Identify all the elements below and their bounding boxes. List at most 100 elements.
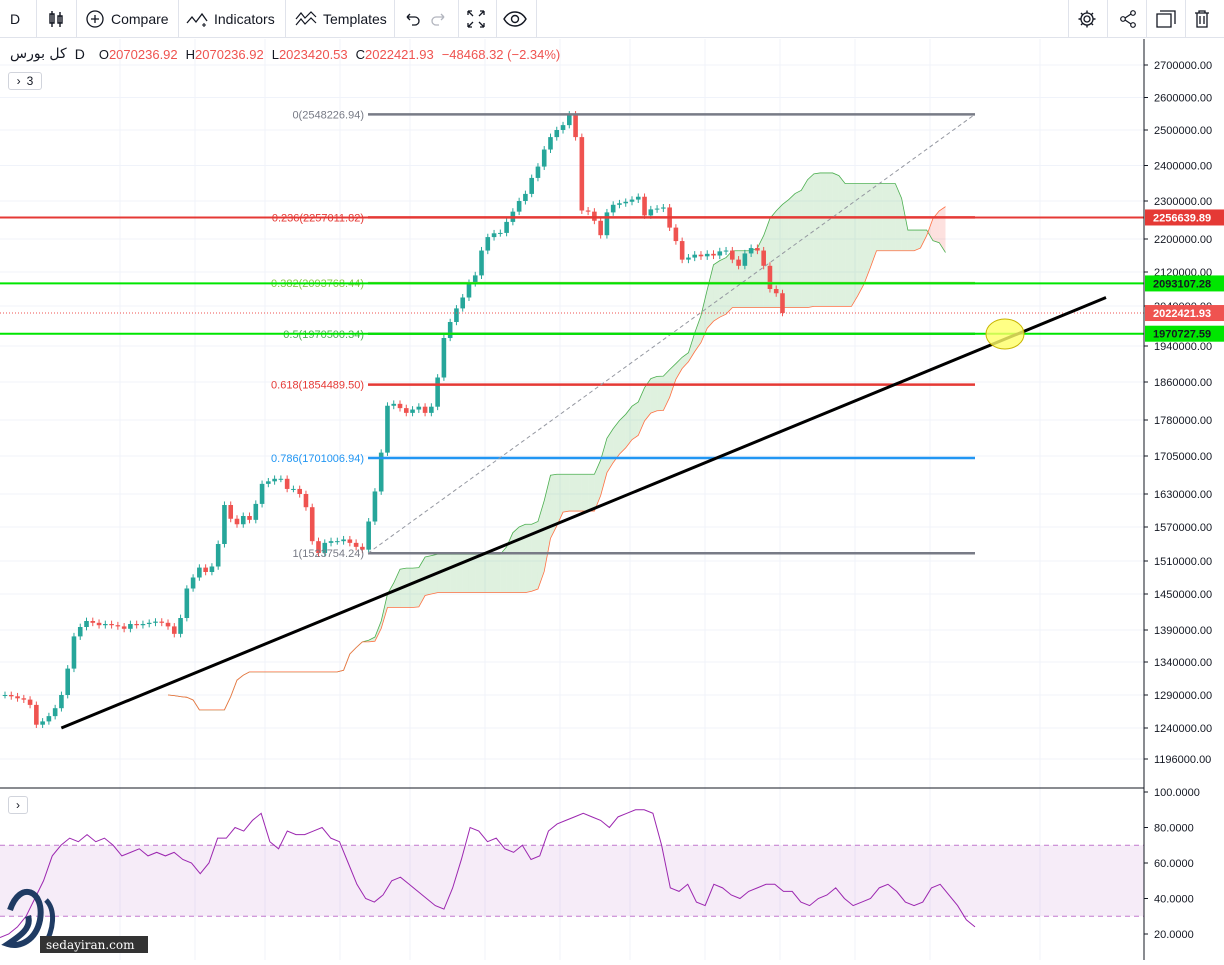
cloud-segment bbox=[550, 474, 557, 539]
candle-body bbox=[698, 254, 704, 257]
candle-body bbox=[516, 201, 522, 212]
cloud-segment bbox=[826, 172, 833, 307]
chevron-right-icon: › bbox=[16, 798, 20, 812]
compare-button[interactable]: Compare bbox=[85, 0, 169, 37]
rsi-pane bbox=[0, 787, 1224, 939]
candle-body bbox=[617, 203, 622, 205]
price-tick-label: 1290000.00 bbox=[1154, 690, 1212, 702]
cloud-segment bbox=[914, 230, 921, 251]
candle-body bbox=[391, 403, 397, 406]
svg-text:sedayiran.com: sedayiran.com bbox=[46, 938, 135, 952]
candle-body bbox=[642, 196, 647, 216]
candle-body bbox=[335, 541, 340, 543]
cloud-segment bbox=[594, 460, 601, 512]
cloud-segment bbox=[632, 401, 639, 440]
candle-body bbox=[567, 114, 572, 126]
interval-button[interactable]: D bbox=[10, 0, 30, 37]
open-value: 2070236.92 bbox=[108, 46, 178, 62]
candle-body bbox=[479, 250, 484, 276]
cloud-segment bbox=[481, 554, 488, 593]
cloud-segment bbox=[845, 183, 852, 307]
candle-body bbox=[742, 253, 748, 266]
candle-body bbox=[240, 516, 246, 525]
rsi-legend-toggle[interactable]: › bbox=[8, 796, 28, 814]
candle-body bbox=[403, 408, 409, 413]
cloud-segment bbox=[619, 414, 626, 455]
top-toolbar: D Compare Indicators Templates bbox=[0, 0, 1224, 38]
cloud-segment bbox=[920, 230, 927, 249]
candle-body bbox=[435, 377, 440, 407]
candle-body bbox=[661, 207, 666, 209]
cloud-segment bbox=[406, 568, 413, 608]
candle-body bbox=[429, 406, 434, 413]
candle-body bbox=[278, 478, 284, 480]
cloud-segment bbox=[462, 554, 469, 593]
cloud-segment bbox=[807, 173, 814, 308]
candle-body bbox=[171, 626, 177, 634]
undo-button[interactable] bbox=[403, 0, 425, 37]
hline-price-label: 1970727.59 bbox=[1153, 329, 1211, 341]
settings-button[interactable] bbox=[1077, 0, 1099, 37]
indicators-button[interactable]: Indicators bbox=[186, 0, 275, 37]
indicators-icon bbox=[186, 9, 208, 29]
candle-body bbox=[96, 622, 102, 626]
axis-price-labels: 2256639.89 2093107.28 2022421.93 1970727.59 bbox=[1145, 209, 1224, 342]
cloud-segment bbox=[788, 193, 796, 308]
candle-body bbox=[40, 721, 45, 725]
candle-body bbox=[228, 505, 234, 519]
redo-button[interactable] bbox=[430, 0, 452, 37]
price-tick-label: 1510000.00 bbox=[1154, 556, 1212, 568]
candle-body bbox=[146, 622, 152, 624]
candle-body bbox=[328, 541, 334, 543]
cloud-segment bbox=[581, 474, 589, 512]
logo-watermark: sedayiran.com bbox=[0, 870, 150, 960]
fib-level-label: 0.618(1854489.50) bbox=[271, 380, 364, 392]
cloud-segment bbox=[939, 206, 946, 253]
trendline[interactable] bbox=[60, 296, 1107, 730]
candle-body bbox=[560, 125, 566, 130]
cloud-segment bbox=[851, 183, 858, 307]
low-label: L bbox=[271, 46, 279, 62]
chart-area[interactable]: 0(2548226.94)0.236(2257011.82)0.382(2093… bbox=[0, 39, 1224, 960]
indicators-toggle-button[interactable]: › 3 bbox=[8, 72, 42, 90]
eye-button[interactable] bbox=[503, 0, 527, 37]
cloud-segment bbox=[575, 474, 582, 512]
candle-body bbox=[773, 289, 779, 294]
cloud-segment bbox=[537, 500, 545, 590]
delete-button[interactable] bbox=[1193, 0, 1215, 37]
candle-body bbox=[77, 627, 83, 637]
candle-body bbox=[309, 507, 315, 542]
cloud-segment bbox=[700, 289, 708, 343]
fib-level-label: 0(2548226.94) bbox=[292, 109, 364, 121]
share-button[interactable] bbox=[1118, 0, 1140, 37]
last-price-label-bg bbox=[1145, 305, 1224, 322]
candle-body bbox=[523, 193, 528, 201]
target-circle bbox=[985, 318, 1025, 350]
candle-body bbox=[554, 130, 560, 138]
cloud-segment bbox=[450, 554, 457, 593]
candle-body bbox=[197, 567, 202, 578]
candle-body bbox=[623, 201, 629, 204]
symbol-name[interactable]: کل بورس bbox=[10, 46, 67, 62]
cloud-segment bbox=[437, 554, 444, 593]
candle-body bbox=[360, 546, 365, 550]
candle-body bbox=[422, 406, 428, 413]
price-tick-label: 2500000.00 bbox=[1154, 125, 1212, 137]
templates-button[interactable]: Templates bbox=[295, 0, 387, 37]
fib-level-label: 0.5(1970500.34) bbox=[283, 329, 364, 341]
cloud-segment bbox=[381, 594, 388, 629]
fullscreen-button[interactable] bbox=[466, 0, 488, 37]
candle-body bbox=[178, 618, 183, 634]
snapshot-button[interactable] bbox=[1155, 0, 1177, 37]
price-axis[interactable]: 2700000.00 2600000.00 2500000.00 2400000.00… bbox=[1143, 39, 1224, 960]
candle-body bbox=[629, 199, 635, 202]
hline-price-label: 2256639.89 bbox=[1153, 212, 1211, 224]
cloud-segment bbox=[494, 554, 501, 593]
horizontal-lines[interactable] bbox=[0, 216, 1144, 335]
candle-body bbox=[378, 452, 384, 492]
candle-body bbox=[52, 708, 58, 717]
cloud-segment bbox=[443, 554, 451, 593]
grid-lines bbox=[0, 39, 1144, 960]
chart-style-button[interactable] bbox=[46, 0, 70, 37]
candle-body bbox=[209, 566, 215, 572]
